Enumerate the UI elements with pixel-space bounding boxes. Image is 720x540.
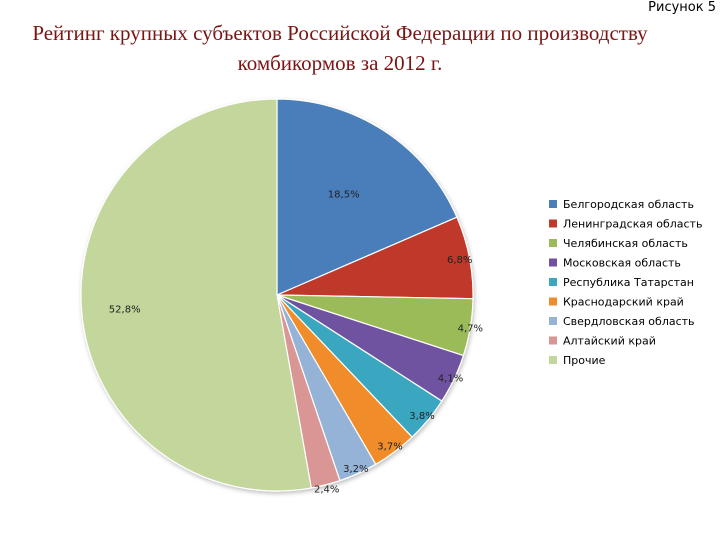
legend-swatch: [549, 239, 557, 247]
slice-value-label: 18,5%: [328, 189, 360, 200]
slice-labels: 18,5% 6,8% 4,7% 4,1% 3,8% 3,7% 3,2% 2,4% 52,8%: [109, 189, 483, 495]
legend-swatch: [549, 219, 557, 228]
legend-swatch: [549, 336, 557, 345]
legend-entry-label: Алтайский край: [563, 335, 656, 348]
chart-title: Рейтинг крупных субъектов Российской Фед…: [0, 18, 680, 78]
legend-swatch: [549, 200, 557, 208]
legend-entry-label: Республика Татарстан: [563, 276, 694, 289]
slice-value-label: 4,1%: [438, 373, 463, 384]
slice-value-label: 4,7%: [458, 324, 483, 335]
slice-value-label: 52,8%: [109, 304, 141, 315]
slice-value-label: 2,4%: [314, 485, 339, 496]
slice-value-label: 3,2%: [343, 464, 368, 475]
figure-label: Рисунок 5: [648, 0, 716, 15]
pie-slice-9: [80, 98, 312, 492]
pie-slice-1: [276, 98, 458, 296]
legend-swatch: [549, 258, 557, 267]
slice-value-label: 3,8%: [409, 411, 434, 422]
legend-entry-label: Краснодарский край: [563, 296, 684, 309]
legend: Белгородская область Ленинградская област…: [549, 198, 702, 367]
legend-swatch: [549, 297, 557, 306]
slice-value-label: 6,8%: [447, 255, 472, 266]
legend-entry-label: Белгородская область: [563, 198, 694, 211]
pie-slices: [80, 98, 474, 492]
slice-value-label: 3,7%: [377, 442, 402, 453]
chart-title-line-1: Рейтинг крупных субъектов Российской Фед…: [32, 21, 648, 45]
chart-title-line-2: комбикормов за 2012 г.: [237, 51, 443, 75]
legend-entry-label: Ленинградская область: [563, 218, 702, 231]
legend-entry-label: Челябинская область: [563, 237, 688, 250]
legend-entry-label: Свердловская область: [563, 315, 695, 328]
legend-swatch: [549, 356, 557, 364]
legend-swatch: [549, 278, 557, 286]
legend-entry-label: Московская область: [563, 257, 681, 270]
legend-entry-label: Прочие: [563, 354, 606, 367]
legend-swatch: [549, 317, 557, 325]
